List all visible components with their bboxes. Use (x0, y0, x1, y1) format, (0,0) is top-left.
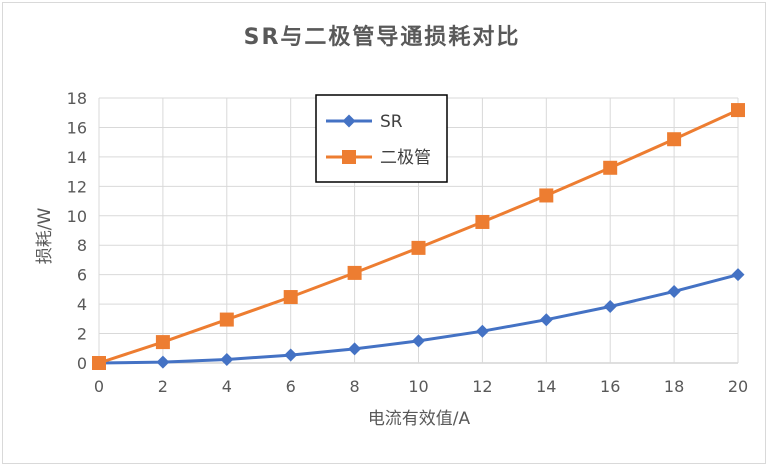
data-point-diamond (603, 299, 617, 313)
data-point-diamond (156, 355, 170, 369)
y-axis-label: 损耗/W (35, 208, 55, 265)
x-tick-label: 8 (350, 377, 360, 396)
y-tick-label: 4 (77, 295, 87, 314)
y-tick-label: 2 (77, 325, 87, 344)
y-tick-label: 6 (77, 266, 87, 285)
series-lines (92, 103, 745, 370)
x-tick-label: 14 (536, 377, 556, 396)
chart-title: SR与二极管导通损耗对比 (244, 24, 521, 50)
legend-marker (342, 114, 356, 128)
legend-label: SR (380, 112, 403, 132)
chart-frame (2, 2, 766, 464)
data-point-square (411, 240, 426, 255)
data-point-diamond (539, 313, 553, 327)
data-point-diamond (731, 268, 745, 282)
y-tick-label: 0 (77, 354, 87, 373)
x-tick-label: 6 (286, 377, 296, 396)
y-tick-label: 12 (67, 177, 87, 196)
y-tick-label: 14 (67, 148, 87, 167)
y-tick-label: 8 (77, 236, 87, 255)
x-tick-label: 12 (472, 377, 492, 396)
data-point-square (283, 290, 298, 305)
data-point-square (603, 160, 618, 175)
data-point-square (155, 335, 170, 350)
legend: SR 二极管 (315, 94, 448, 183)
x-axis-label: 电流有效值/A (368, 409, 471, 429)
data-point-square (731, 103, 745, 118)
legend-marker (342, 150, 356, 164)
y-tick-label: 10 (67, 207, 87, 226)
x-tick-label: 2 (158, 377, 168, 396)
y-tick-labels: 0 2 4 6 8 10 12 14 16 18 (67, 89, 87, 373)
x-tick-labels: 0 2 4 6 8 10 12 14 16 18 20 (94, 377, 748, 396)
x-tick-label: 20 (728, 377, 748, 396)
data-point-diamond (220, 352, 234, 366)
x-tick-label: 18 (664, 377, 684, 396)
legend-box (315, 94, 448, 183)
x-tick-label: 0 (94, 377, 104, 396)
x-tick-label: 4 (222, 377, 232, 396)
data-point-diamond (667, 284, 681, 298)
data-point-square (667, 132, 682, 147)
y-tick-label: 18 (67, 89, 87, 108)
data-point-square (92, 356, 106, 370)
data-point-square (347, 265, 362, 280)
legend-label: 二极管 (380, 148, 431, 168)
data-point-diamond (475, 324, 489, 338)
data-point-square (475, 214, 490, 229)
x-tick-label: 10 (408, 377, 428, 396)
data-point-diamond (348, 342, 362, 356)
y-tick-label: 16 (67, 118, 87, 137)
data-point-diamond (412, 334, 425, 348)
x-tick-label: 16 (600, 377, 620, 396)
data-point-square (539, 188, 554, 203)
data-point-diamond (284, 348, 298, 362)
data-point-square (219, 312, 234, 327)
